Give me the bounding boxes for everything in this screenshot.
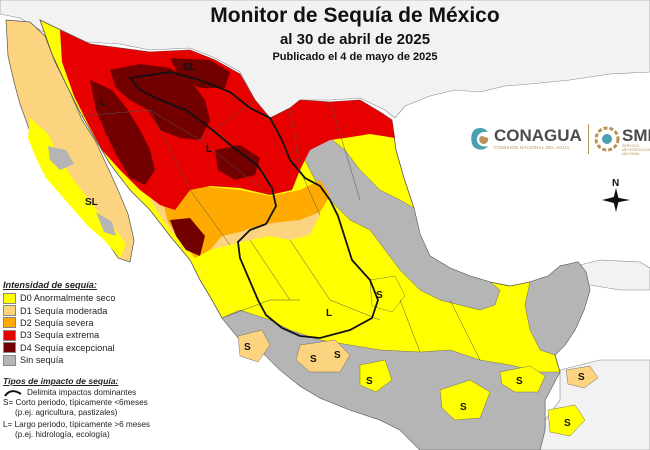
map-label-sl-baja: SL [85, 197, 98, 208]
legend-label-d2: D2 Sequía severa [20, 317, 94, 328]
map-date: al 30 de abril de 2025 [279, 31, 431, 48]
d0-east [369, 275, 406, 313]
legend-item-d2: D2 Sequía severa [3, 317, 218, 329]
state-boundaries [81, 99, 481, 361]
impact-legend: Tipos de impacto de sequía: Delimita imp… [3, 376, 203, 440]
smn-emblem-icon [594, 126, 620, 152]
d4-zone-sonora [90, 80, 155, 185]
legend-swatch-d0 [3, 292, 16, 304]
impact-line-icon [4, 390, 22, 397]
map-label-sl-north: SL [183, 62, 196, 73]
d4-zone-sl [170, 58, 230, 88]
map-label-s-chis: S [564, 418, 571, 429]
conagua-logo: CONAGUA COMISIÓN NACIONAL DEL AGUA [468, 124, 586, 156]
d4-zone-south [170, 218, 205, 256]
legend-swatch-d1 [3, 305, 16, 317]
legend-label-d4: D4 Sequía excepcional [20, 342, 115, 353]
legend-item-d3: D3 Sequía extrema [3, 329, 218, 341]
map-label-l-center: L [326, 308, 332, 319]
legend-swatch-none [3, 354, 16, 366]
legend-item-d4: D4 Sequía excepcional [3, 342, 218, 354]
smn-subtitle: SERVICIO METEOROLÓGICO NACIONAL [622, 144, 650, 156]
map-label-l-chihuahua: L [206, 144, 212, 155]
legend-item-d1: D1 Sequía moderada [3, 304, 218, 317]
map-label-s-ver: S [460, 402, 467, 413]
map-label-s-gro: S [334, 350, 341, 361]
d0-tab [499, 365, 546, 393]
legend-swatch-d3 [3, 329, 16, 341]
map-label-s-east: S [376, 290, 383, 301]
impact-l-line2: (p.ej. hidrología, ecología) [15, 430, 110, 439]
impact-l-line1: L= Largo periodo, típicamente >6 meses [3, 420, 151, 429]
map-label-s-tab: S [516, 376, 523, 387]
impact-line-row: Delimita impactos dominantes [3, 388, 203, 398]
conagua-subtitle: COMISIÓN NACIONAL DEL AGUA [494, 145, 570, 150]
d4-zone-chih [215, 145, 260, 180]
map-label-s-mich: S [310, 354, 317, 365]
baja-gray [48, 146, 74, 170]
no-drought-yucatan [524, 261, 591, 356]
compass-icon: N [602, 178, 630, 212]
impact-s-line2: (p.ej. agricultura, pastizales) [15, 408, 118, 417]
map-label-s-oax: S [366, 376, 373, 387]
legend-item-none: Sin sequía [3, 354, 218, 366]
conagua-wordmark: CONAGUA [494, 126, 582, 145]
legend-swatch-d2 [3, 317, 16, 329]
impact-boundary-line [128, 71, 379, 339]
conagua-emblem-icon [471, 128, 489, 150]
compass-north-label: N [612, 178, 619, 189]
d0-oax [439, 379, 491, 421]
logo-separator [588, 124, 589, 154]
impact-legend-title: Tipos de impacto de sequía: [3, 376, 119, 386]
baja-gray-2 [96, 212, 116, 236]
smn-wordmark: SMN [622, 126, 650, 145]
legend-swatch-d4 [3, 342, 16, 354]
legend-label-d0: D0 Anormalmente seco [20, 293, 116, 304]
d0-yuc [565, 365, 599, 389]
map-label-l-sonora: L [100, 97, 106, 108]
intensity-legend: Intensidad de sequía: D0 Anormalmente se… [3, 280, 218, 366]
d0-gro [359, 359, 393, 393]
no-drought-gulf [299, 137, 501, 311]
legend-label-d3: D3 Sequía extrema [20, 330, 100, 341]
d0-mich [295, 339, 351, 373]
map-title: Monitor de Sequía de México [210, 4, 500, 27]
legend-label-none: Sin sequía [20, 355, 64, 366]
smn-logo: SMN SERVICIO METEOROLÓGICO NACIONAL [592, 122, 650, 158]
legend-label-d1: D1 Sequía moderada [20, 305, 108, 316]
map-published-date: Publicado el 4 de mayo de 2025 [272, 51, 438, 63]
map-label-s-yuca: S [578, 372, 585, 383]
impact-line-label: Delimita impactos dominantes [27, 388, 137, 397]
legend-item-d0: D0 Anormalmente seco [3, 292, 218, 304]
map-label-s-jalisco: S [244, 342, 251, 353]
d0-jal [237, 329, 271, 363]
impact-s-line1: S= Corto periodo, típicamente <6meses [3, 398, 148, 407]
legend-title: Intensidad de sequía: [3, 280, 97, 290]
d0-chis [547, 404, 586, 437]
